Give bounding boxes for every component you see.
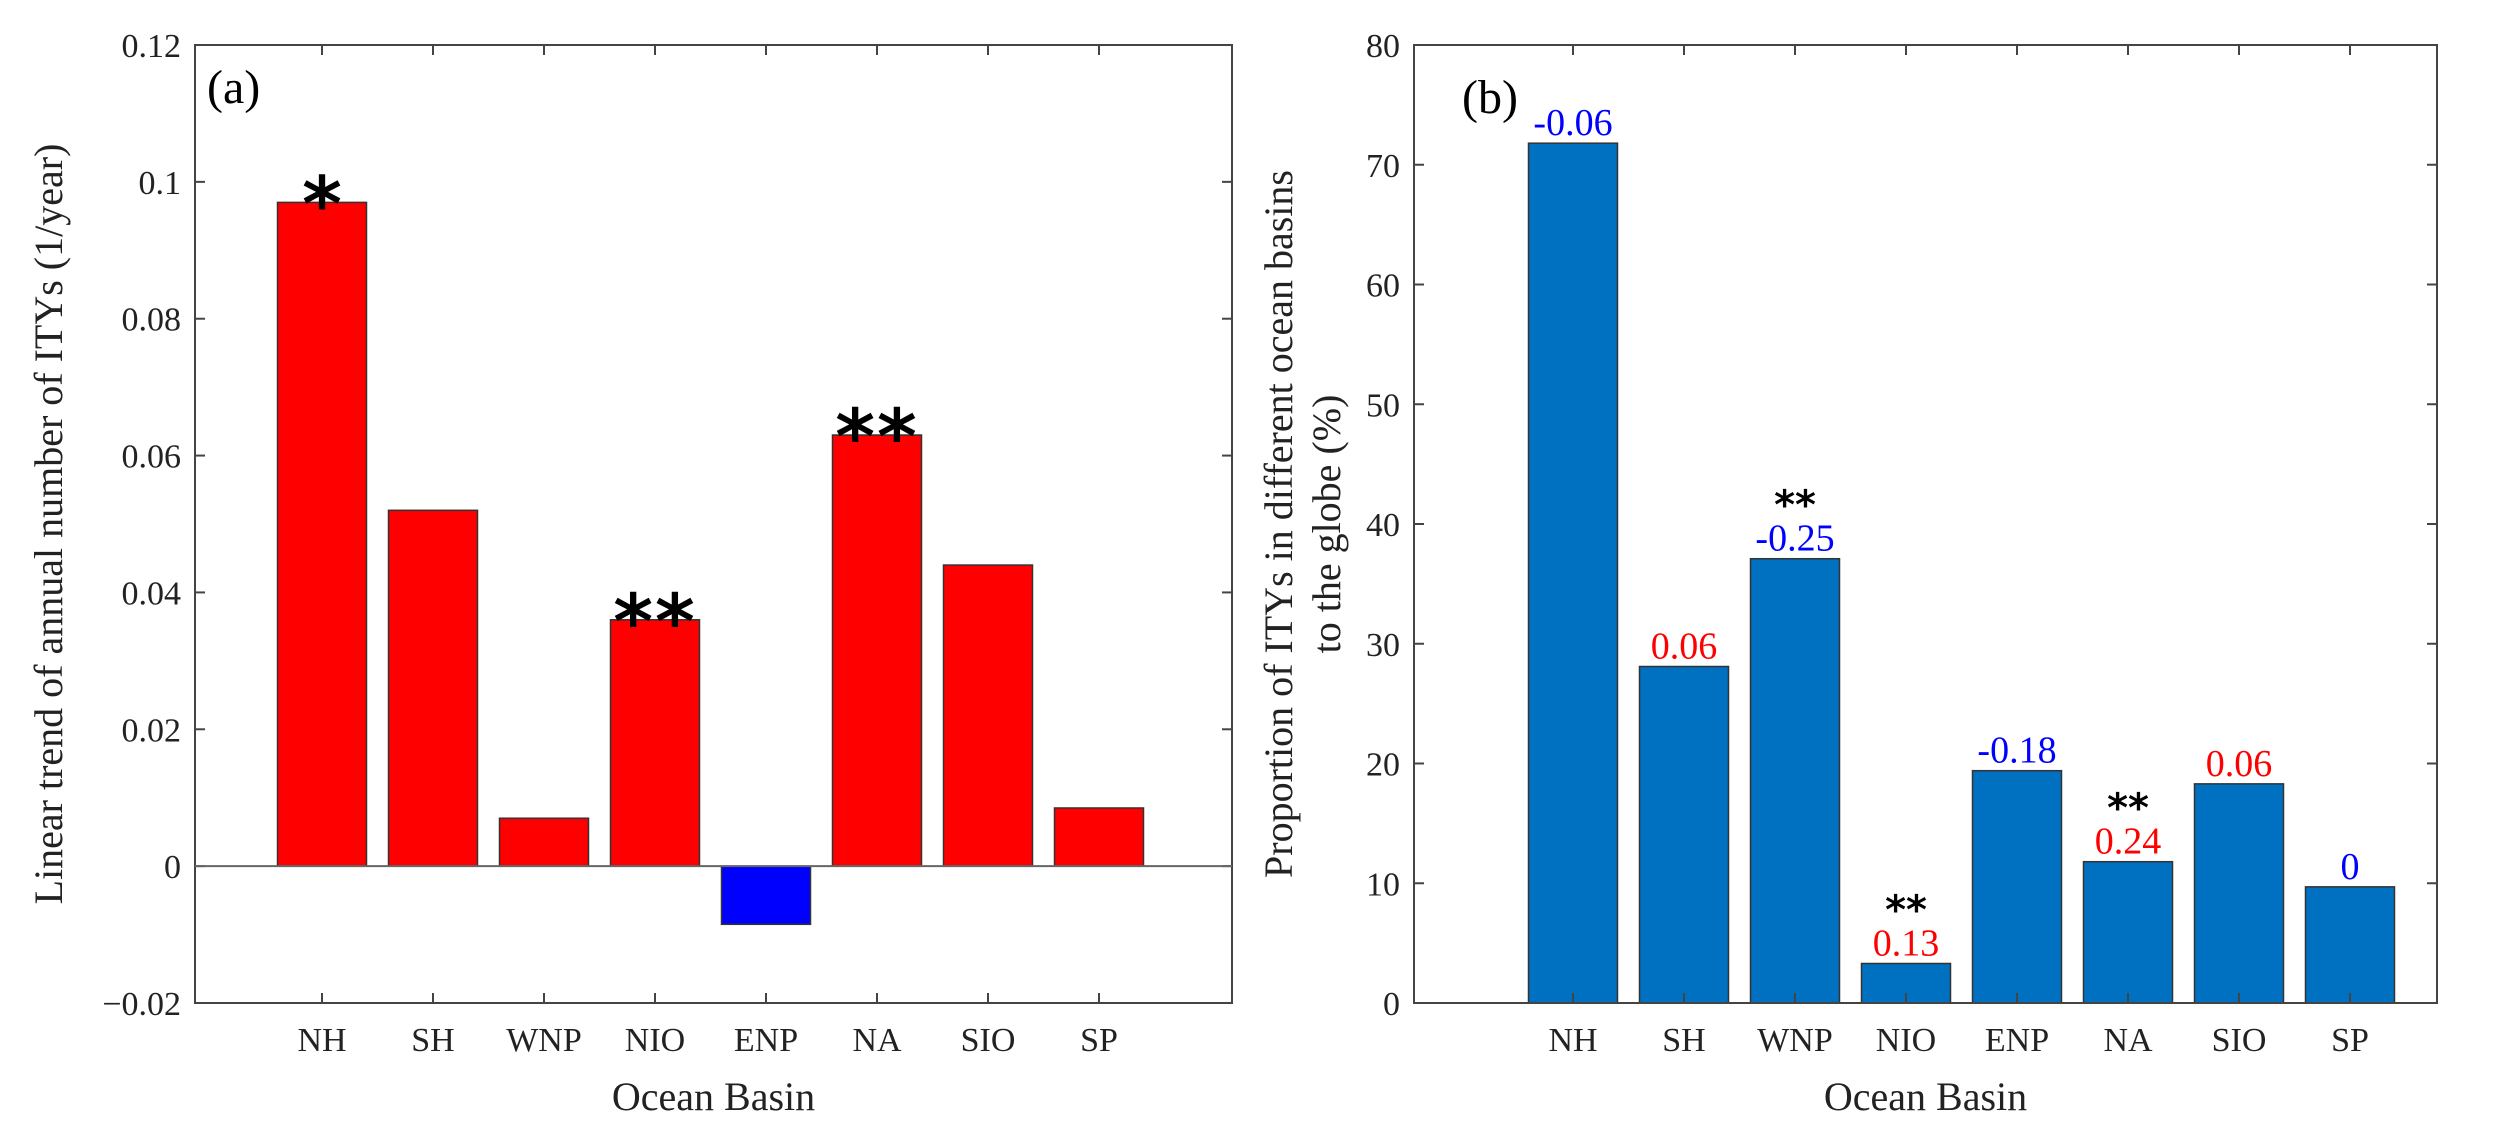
panel-b-axes-frame bbox=[1413, 44, 2438, 1004]
panel-a-x-tick-label-sp: SP bbox=[1080, 1022, 1118, 1059]
panel-a-significance-nio: ** bbox=[613, 577, 697, 666]
panel-a-x-tick-label-nh: NH bbox=[297, 1022, 346, 1059]
panel-b-y-tick-label: 40 bbox=[1366, 507, 1400, 544]
panel-a-significance-marks: ***** bbox=[302, 159, 919, 666]
panel-a-bar-sio bbox=[942, 564, 1034, 867]
panel-b-y-axis-label-line2: to the globe (%) bbox=[1304, 395, 1349, 654]
panel-b-x-ticks: NH SH WNP NIO ENP NA SIO SP bbox=[1548, 45, 2369, 1059]
panel-b-significance-na: ** bbox=[2107, 786, 2149, 832]
panel-a-tag: (a) bbox=[207, 61, 260, 114]
panel-a-significance-nh: * bbox=[302, 159, 342, 248]
panel-a-bar-sp bbox=[1053, 807, 1145, 867]
panel-a-y-tick-label: 0 bbox=[164, 849, 181, 886]
panel-b-x-tick-label-nio: NIO bbox=[1876, 1022, 1936, 1059]
panel-b-x-tick-label-wnp: WNP bbox=[1757, 1022, 1833, 1059]
panel-b-tag: (b) bbox=[1462, 71, 1518, 124]
panel-b-x-tick-label-enp: ENP bbox=[1985, 1022, 2049, 1059]
panel-b-annotation-sio: 0.06 bbox=[2206, 743, 2273, 785]
panel-a-x-tick-label-sio: SIO bbox=[961, 1022, 1016, 1059]
panel-b-y-axis-label-line1: Proportion of ITYs in different ocean ba… bbox=[1256, 170, 1301, 878]
panel-b-y-tick-label: 10 bbox=[1366, 866, 1400, 903]
panel-b-annotations: -0.060.06-0.25**0.13**-0.180.24**0.060 bbox=[1533, 102, 2359, 964]
panel-a-bar-wnp bbox=[498, 817, 590, 867]
panel-a-bar-nio bbox=[609, 619, 701, 867]
panel-a-x-tick-label-na: NA bbox=[852, 1022, 902, 1059]
panel-b-y-tick-label: 20 bbox=[1366, 747, 1400, 784]
panel-b-bar-enp bbox=[1971, 769, 2063, 1004]
panel-a-x-axis-label: Ocean Basin bbox=[612, 1074, 815, 1119]
panel-b-annotation-sh: 0.06 bbox=[1651, 626, 1718, 668]
panel-b-significance-wnp: ** bbox=[1774, 483, 1816, 529]
panel-b-y-tick-label: 70 bbox=[1366, 148, 1400, 185]
panel-b-annotation-wnp: -0.25 bbox=[1755, 518, 1834, 560]
panel-b-annotation-nh: -0.06 bbox=[1533, 102, 1612, 144]
panel-a-y-tick-label: 0.12 bbox=[122, 28, 182, 65]
panel-a-bar-sh bbox=[387, 509, 479, 867]
panel-b-bar-wnp bbox=[1749, 557, 1841, 1004]
panel-b-x-tick-label-na: NA bbox=[2103, 1022, 2153, 1059]
panel-b-x-tick-label-sp: SP bbox=[2331, 1022, 2369, 1059]
panel-b-chart: -0.060.06-0.25**0.13**-0.180.24**0.060 0… bbox=[1256, 28, 2438, 1119]
panel-b-bar-sp bbox=[2304, 886, 2396, 1004]
panel-a-y-tick-label: −0.02 bbox=[102, 986, 181, 1023]
panel-b-bars bbox=[1527, 142, 2396, 1004]
panel-b-x-tick-label-sio: SIO bbox=[2212, 1022, 2267, 1059]
panel-b-bar-sh bbox=[1638, 665, 1730, 1004]
panel-a-y-axis-label: Linear trend of annual number of ITYs (1… bbox=[26, 144, 71, 905]
panel-b-y-tick-label: 50 bbox=[1366, 387, 1400, 424]
panel-b-y-tick-label: 0 bbox=[1383, 986, 1400, 1023]
panel-a-x-tick-label-nio: NIO bbox=[625, 1022, 685, 1059]
panel-a-significance-na: ** bbox=[835, 392, 919, 481]
panel-b-y-tick-label: 60 bbox=[1366, 268, 1400, 305]
panel-b-x-tick-label-nh: NH bbox=[1548, 1022, 1597, 1059]
panel-b-bar-sio bbox=[2193, 783, 2285, 1004]
panel-a-y-tick-label: 0.04 bbox=[122, 575, 182, 612]
panel-a-y-tick-label: 0.06 bbox=[122, 439, 182, 476]
panel-a-x-ticks: NH SH WNP NIO ENP NA SIO SP bbox=[297, 45, 1118, 1059]
panel-b-y-ticks: 0 10 20 30 40 50 60 70 80 bbox=[1366, 28, 2437, 1023]
panel-b-annotation-sp: 0 bbox=[2341, 846, 2360, 888]
panel-a-y-tick-label: 0.08 bbox=[122, 302, 182, 339]
panel-a-bar-enp bbox=[720, 865, 812, 926]
panel-b-bar-na bbox=[2082, 860, 2174, 1004]
panel-b-y-tick-label: 30 bbox=[1366, 627, 1400, 664]
panel-a-axes-frame bbox=[194, 44, 1233, 1004]
panel-b-significance-nio: ** bbox=[1885, 887, 1927, 933]
panel-a-y-tick-label: 0.02 bbox=[122, 712, 182, 749]
panel-a-bar-na bbox=[831, 434, 923, 867]
panel-b-x-axis-label: Ocean Basin bbox=[1824, 1074, 2027, 1119]
panel-b-annotation-nio: 0.13 bbox=[1873, 922, 1940, 964]
panel-b-annotation-na: 0.24 bbox=[2095, 821, 2162, 863]
panel-b-annotation-enp: -0.18 bbox=[1977, 730, 2056, 772]
panel-b-y-tick-label: 80 bbox=[1366, 28, 1400, 65]
panel-a-x-tick-label-wnp: WNP bbox=[506, 1022, 582, 1059]
panel-a-y-ticks: −0.02 0 0.02 0.04 0.06 0.08 0.1 0.12 bbox=[102, 28, 1232, 1023]
panel-a-bars bbox=[276, 201, 1145, 926]
panel-a-bar-nh bbox=[276, 201, 368, 867]
panel-a-x-tick-label-sh: SH bbox=[411, 1022, 454, 1059]
panel-a-y-tick-label: 0.1 bbox=[139, 165, 182, 202]
panel-a-x-tick-label-enp: ENP bbox=[734, 1022, 798, 1059]
panel-b-bar-nh bbox=[1527, 142, 1619, 1004]
panel-b-x-tick-label-sh: SH bbox=[1662, 1022, 1705, 1059]
